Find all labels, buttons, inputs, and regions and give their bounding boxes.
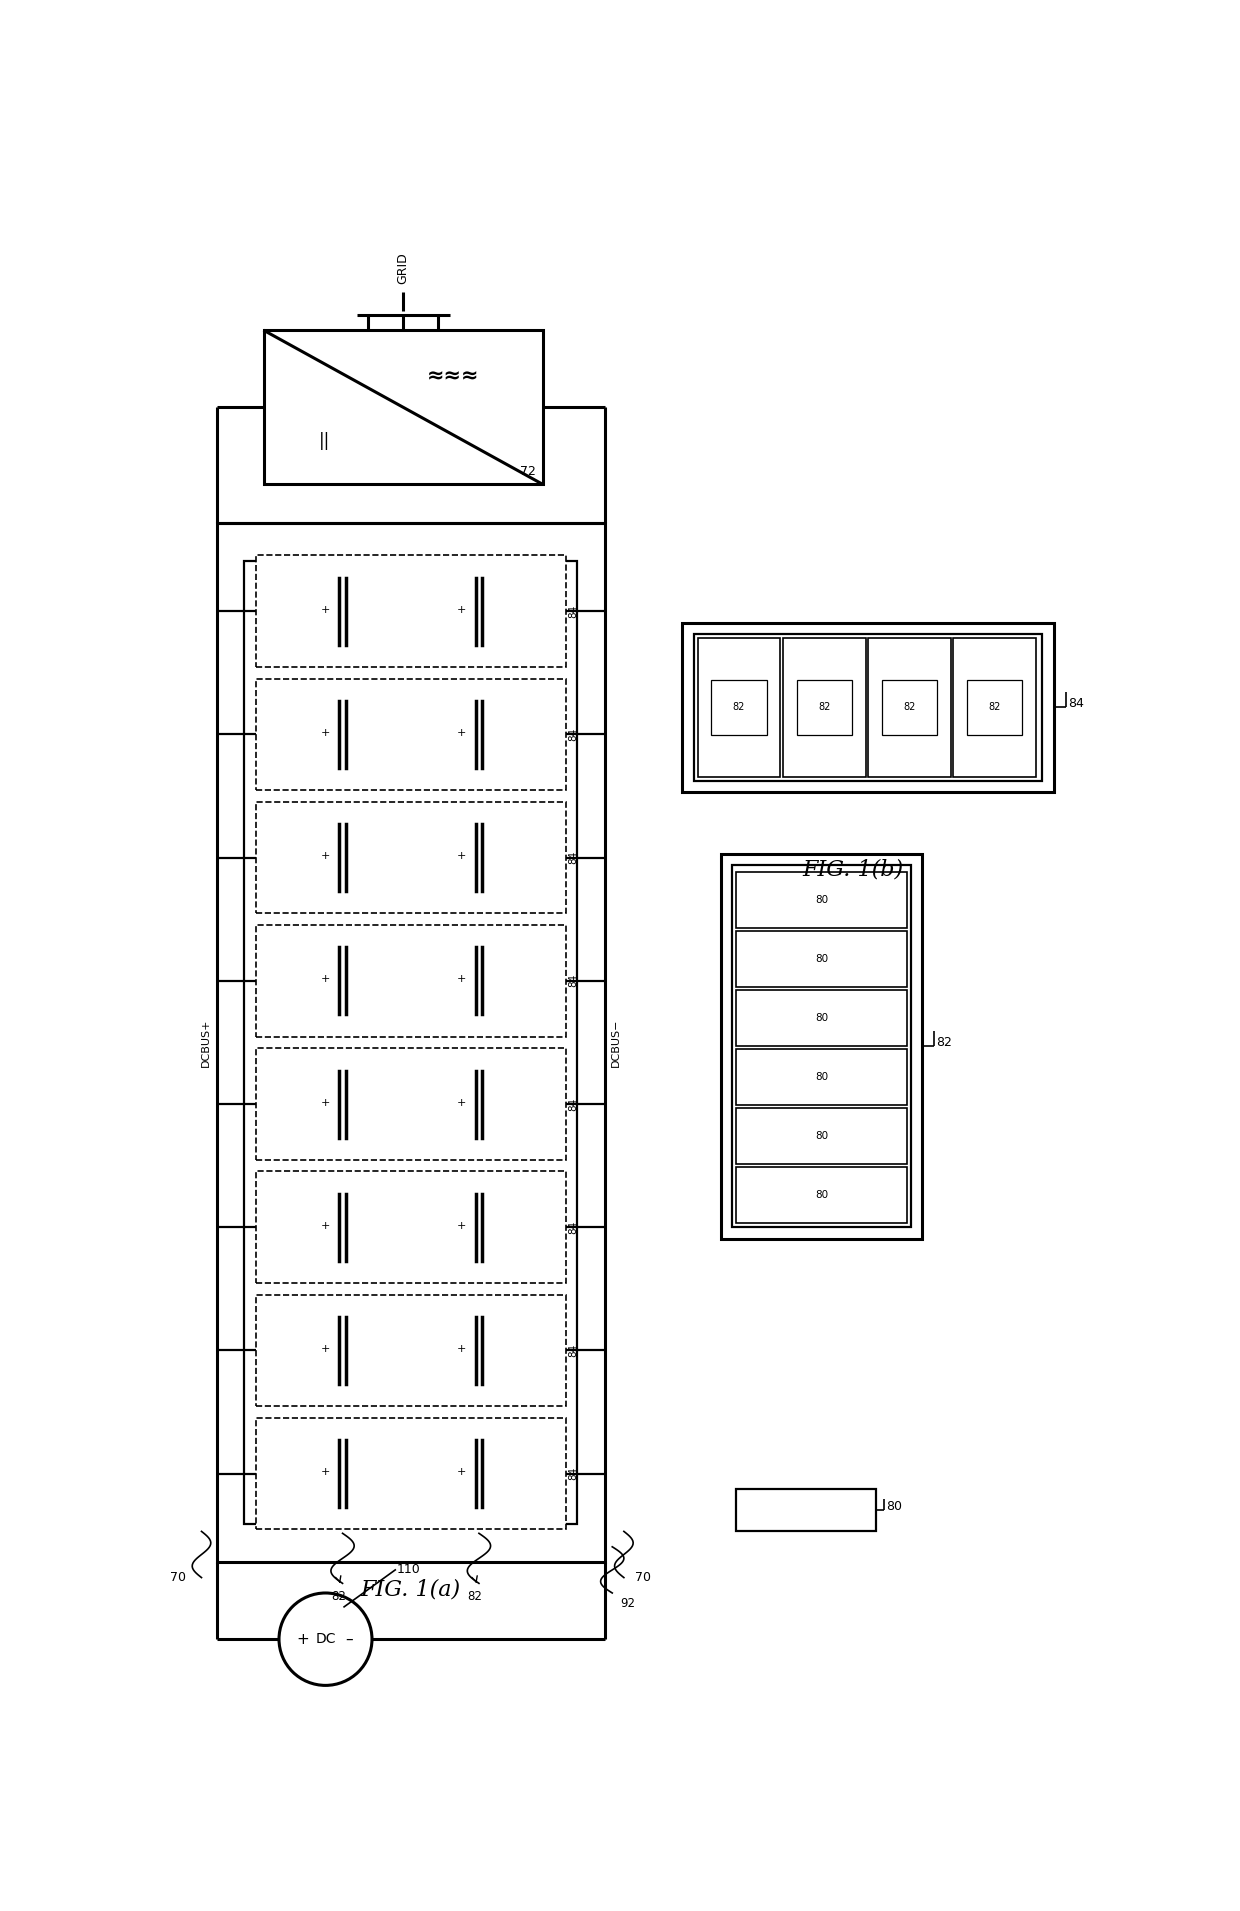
Text: DCBUS−: DCBUS− <box>611 1019 621 1066</box>
Text: 110: 110 <box>397 1563 420 1577</box>
Text: +: + <box>458 1343 466 1353</box>
Bar <box>712 680 766 736</box>
Text: +: + <box>321 1343 330 1353</box>
Text: 70: 70 <box>635 1571 651 1584</box>
Text: 84: 84 <box>568 850 578 864</box>
Bar <box>255 803 565 913</box>
Text: 80: 80 <box>815 1191 828 1200</box>
Bar <box>737 871 906 929</box>
Text: –: – <box>345 1632 352 1647</box>
Bar <box>737 1049 906 1105</box>
Bar <box>217 524 605 1561</box>
Bar <box>737 1108 906 1164</box>
Text: 80: 80 <box>815 894 828 906</box>
Text: 84: 84 <box>568 1221 578 1235</box>
Text: +: + <box>458 850 466 862</box>
Text: +: + <box>321 1221 330 1231</box>
Text: 82: 82 <box>936 1036 952 1049</box>
Bar <box>737 990 906 1047</box>
Text: 84: 84 <box>1068 698 1084 711</box>
Bar <box>882 680 937 736</box>
Text: 82: 82 <box>733 703 745 713</box>
Bar <box>255 1049 565 1160</box>
Bar <box>682 623 1054 793</box>
Text: 82: 82 <box>467 1590 482 1603</box>
Text: 84: 84 <box>568 728 578 741</box>
Bar <box>255 1171 565 1282</box>
Text: 70: 70 <box>170 1571 186 1584</box>
Text: +: + <box>321 1468 330 1477</box>
Text: +: + <box>458 975 466 984</box>
Text: +: + <box>458 1097 466 1108</box>
Text: 84: 84 <box>568 975 578 988</box>
Bar <box>796 680 852 736</box>
Text: DC: DC <box>315 1632 336 1645</box>
Text: 84: 84 <box>568 1097 578 1110</box>
Bar <box>244 562 578 1523</box>
Bar <box>255 1418 565 1529</box>
Bar <box>255 678 565 791</box>
Text: FIG. 1(a): FIG. 1(a) <box>361 1578 461 1600</box>
Bar <box>255 556 565 667</box>
Text: 84: 84 <box>568 604 578 617</box>
Text: +: + <box>321 975 330 984</box>
Text: +: + <box>458 728 466 738</box>
Text: ||: || <box>319 432 331 451</box>
Text: 84: 84 <box>568 1468 578 1481</box>
Bar <box>263 331 543 483</box>
Text: 82: 82 <box>903 703 915 713</box>
Bar <box>720 854 923 1238</box>
Text: 82: 82 <box>988 703 1001 713</box>
Text: FIG. 1(b): FIG. 1(b) <box>802 858 903 881</box>
Bar <box>255 925 565 1036</box>
Text: 82: 82 <box>818 703 831 713</box>
Text: 80: 80 <box>885 1500 901 1514</box>
Bar <box>782 638 866 776</box>
Text: 80: 80 <box>815 1013 828 1022</box>
Bar <box>954 638 1037 776</box>
Text: +: + <box>321 1097 330 1108</box>
Text: ≈≈≈: ≈≈≈ <box>427 367 480 386</box>
Bar <box>737 931 906 988</box>
Text: +: + <box>296 1632 309 1647</box>
Text: +: + <box>458 1221 466 1231</box>
Text: GRID: GRID <box>397 252 409 285</box>
Bar <box>737 1168 906 1223</box>
Text: 80: 80 <box>815 1072 828 1082</box>
Text: DCBUS+: DCBUS+ <box>201 1019 211 1066</box>
Bar <box>255 1294 565 1406</box>
Text: 84: 84 <box>568 1343 578 1357</box>
Bar <box>693 634 1043 780</box>
Text: +: + <box>321 850 330 862</box>
Text: +: + <box>321 604 330 615</box>
Text: +: + <box>458 604 466 615</box>
Text: 80: 80 <box>815 1131 828 1141</box>
Bar <box>733 866 910 1227</box>
Text: 82: 82 <box>331 1590 346 1603</box>
Text: +: + <box>458 1468 466 1477</box>
Bar <box>967 680 1022 736</box>
Text: 80: 80 <box>815 954 828 963</box>
Text: 92: 92 <box>620 1598 635 1609</box>
Text: +: + <box>321 728 330 738</box>
Text: 72: 72 <box>521 464 536 478</box>
Bar <box>697 638 780 776</box>
Bar <box>737 1489 875 1531</box>
Bar <box>868 638 951 776</box>
